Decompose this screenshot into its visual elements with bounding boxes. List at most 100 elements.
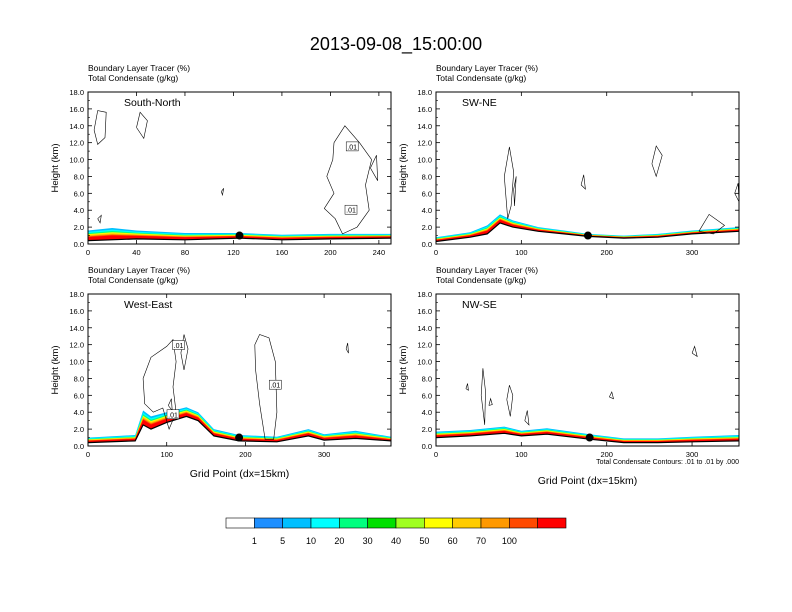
panel-title-tracer: Boundary Layer Tracer (%) xyxy=(88,265,190,275)
x-tick-label: 120 xyxy=(227,248,240,257)
condensate-contour-3 xyxy=(254,334,278,440)
x-tick-label: 100 xyxy=(160,450,173,459)
x-tick-label: 300 xyxy=(686,450,699,459)
colorbar-swatch xyxy=(537,517,567,529)
colorbar-swatch xyxy=(310,517,340,529)
panel-title-tracer: Boundary Layer Tracer (%) xyxy=(436,63,538,73)
y-tick-label: 2.0 xyxy=(74,223,84,232)
panel-label: West-East xyxy=(124,299,172,311)
x-tick-label: 0 xyxy=(86,450,90,459)
condensate-contour-2 xyxy=(136,111,148,140)
contour-label-box xyxy=(345,141,359,152)
x-tick-label: 300 xyxy=(318,450,331,459)
contour-label-box xyxy=(344,204,358,215)
condensate-contour-2 xyxy=(513,176,517,207)
condensate-contour-4 xyxy=(345,342,349,354)
y-tick-label: 16.0 xyxy=(69,307,84,316)
contour-label: .01 xyxy=(174,343,184,350)
x-axis-label: Grid Point (dx=15km) xyxy=(190,468,290,480)
y-tick-label: 4.0 xyxy=(74,408,84,417)
condensate-contour-1 xyxy=(504,146,515,219)
y-tick-label: 8.0 xyxy=(422,172,432,181)
contour-footnote: Total Condensate Contours: .01 to .01 by… xyxy=(596,459,739,466)
y-tick-label: 12.0 xyxy=(417,341,432,350)
x-tick-label: 200 xyxy=(324,248,337,257)
panel-1: .01 .01 0.0 2.0 4.0 6.0 8.0 10.0 12.0 14.0 16.0 18.… xyxy=(50,63,392,257)
x-tick-label: 100 xyxy=(515,450,528,459)
chart-panels: .01 .01 0.0 2.0 4.0 6.0 8.0 10.0 12.0 14.0 16.0 18.… xyxy=(50,63,740,487)
y-tick-label: 0.0 xyxy=(422,240,432,249)
condensate-contour-3 xyxy=(465,383,469,391)
colorbar-swatch xyxy=(452,517,482,529)
colorbar-label: 10 xyxy=(306,536,316,546)
y-tick-label: 14.0 xyxy=(69,122,84,131)
y-tick-label: 2.0 xyxy=(422,223,432,232)
x-tick-label: 0 xyxy=(434,450,438,459)
y-tick-label: 0.0 xyxy=(74,240,84,249)
y-tick-label: 18.0 xyxy=(417,290,432,299)
contour-label-box xyxy=(166,409,180,420)
x-tick-label: 240 xyxy=(373,248,386,257)
y-tick-label: 4.0 xyxy=(422,408,432,417)
y-tick-label: 8.0 xyxy=(422,374,432,383)
colorbar-label: 5 xyxy=(280,536,285,546)
y-tick-label: 6.0 xyxy=(422,189,432,198)
panel-title-condensate: Total Condensate (g/kg) xyxy=(436,275,526,285)
condensate-contour-5 xyxy=(221,188,224,197)
y-tick-label: 12.0 xyxy=(69,341,84,350)
condensate-contour-1 xyxy=(480,368,486,425)
condensate-contour-4 xyxy=(651,145,663,178)
colorbar-label: 70 xyxy=(476,536,486,546)
plot-area: .01 .01 xyxy=(88,110,391,244)
condensate-contour-3 xyxy=(580,174,586,190)
plot-frame xyxy=(435,91,740,245)
x-tick-label: 300 xyxy=(686,248,699,257)
condensate-contour-1 xyxy=(142,338,177,430)
x-tick-label: 0 xyxy=(434,248,438,257)
panel-4: 0.0 2.0 4.0 6.0 8.0 10.0 12.0 14.0 16.0 18.0 0 100 2… xyxy=(398,265,740,487)
colorbar-label: 40 xyxy=(391,536,401,546)
panel-title-condensate: Total Condensate (g/kg) xyxy=(88,73,178,83)
colorbar-swatch xyxy=(225,517,255,529)
x-tick-label: 100 xyxy=(515,248,528,257)
plot-frame xyxy=(435,293,740,447)
y-axis-label: Height (km) xyxy=(50,345,61,394)
panel-label: South-North xyxy=(124,97,181,109)
condensate-contour-6 xyxy=(691,345,698,358)
contour-label: .01 xyxy=(346,208,356,215)
y-tick-label: 12.0 xyxy=(417,139,432,148)
y-tick-label: 4.0 xyxy=(422,206,432,215)
contour-label: .01 xyxy=(270,383,280,390)
x-tick-label: 200 xyxy=(600,450,613,459)
y-tick-label: 14.0 xyxy=(417,122,432,131)
contour-label-box xyxy=(172,340,185,350)
colorbar-swatch xyxy=(480,517,510,529)
condensate-contour-5 xyxy=(698,213,726,235)
panel-label: SW-NE xyxy=(462,97,497,109)
y-tick-label: 16.0 xyxy=(417,307,432,316)
x-tick-label: 0 xyxy=(86,248,90,257)
x-tick-label: 200 xyxy=(239,450,252,459)
y-tick-label: 10.0 xyxy=(417,358,432,367)
y-tick-label: 2.0 xyxy=(422,425,432,434)
contour-label-box xyxy=(269,379,282,390)
condensate-contour-6 xyxy=(734,183,739,202)
condensate-contour-2 xyxy=(506,385,514,417)
location-marker xyxy=(585,433,594,442)
colorbar-swatch xyxy=(367,517,397,529)
y-tick-label: 10.0 xyxy=(417,156,432,165)
y-tick-label: 6.0 xyxy=(74,189,84,198)
y-tick-label: 14.0 xyxy=(417,324,432,333)
colorbar-swatch xyxy=(254,517,283,529)
condensate-contour-1 xyxy=(93,110,107,145)
x-tick-label: 160 xyxy=(276,248,289,257)
plot-frame xyxy=(87,91,392,245)
contour-label: .01 xyxy=(168,412,178,419)
x-tick-label: 80 xyxy=(181,248,189,257)
condensate-contour-2 xyxy=(180,334,189,371)
colorbar-swatch xyxy=(424,517,453,529)
colorbar-label: 1 xyxy=(252,536,257,546)
y-tick-label: 0.0 xyxy=(422,442,432,451)
location-marker xyxy=(583,231,592,240)
colorbar-label: 20 xyxy=(334,536,344,546)
